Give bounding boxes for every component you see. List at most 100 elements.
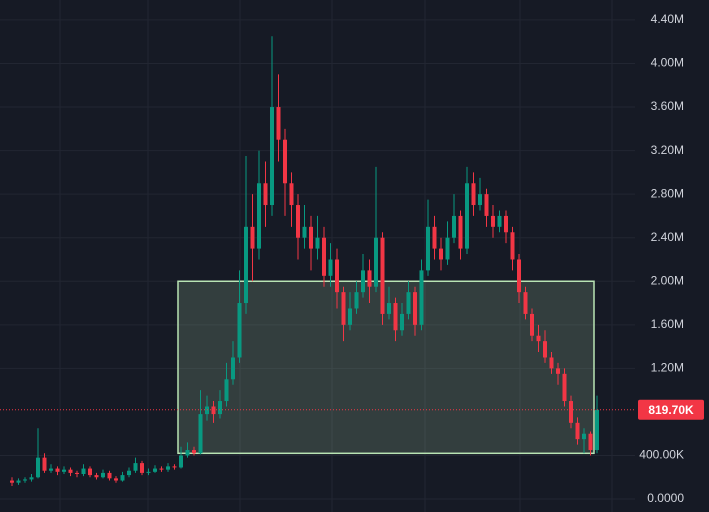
candle-body xyxy=(276,107,281,140)
candle-body xyxy=(458,215,463,249)
candle-body xyxy=(192,450,196,454)
y-tick-label: 0.0000 xyxy=(647,491,684,505)
candle-body xyxy=(439,248,443,260)
candle-body xyxy=(471,183,476,206)
candle-body xyxy=(536,335,541,342)
candle-body xyxy=(504,215,508,233)
candle-body xyxy=(387,303,391,314)
candle-body xyxy=(185,450,190,456)
candle-body xyxy=(172,466,177,468)
candle-body xyxy=(595,409,599,451)
candle-body xyxy=(562,373,567,402)
candle-body xyxy=(419,270,424,325)
candle-body xyxy=(426,226,430,271)
candle-body xyxy=(120,475,125,481)
candle-body xyxy=(133,463,138,471)
candle-body xyxy=(153,468,157,472)
candle-body xyxy=(309,226,313,249)
candle-body xyxy=(575,422,580,440)
y-tick-label: 2.80M xyxy=(651,186,684,200)
candle-body xyxy=(556,368,560,374)
candle-body xyxy=(302,226,307,238)
candle-body xyxy=(237,303,242,358)
candle-body xyxy=(465,183,469,249)
y-tick-label: 1.20M xyxy=(651,361,684,375)
candle-body xyxy=(101,472,105,478)
candle-body xyxy=(205,406,209,415)
candle-body xyxy=(354,292,359,309)
candle-body xyxy=(341,292,346,325)
candle-body xyxy=(166,466,170,470)
candle-body xyxy=(348,308,352,325)
candle-body xyxy=(49,468,53,471)
candle-body xyxy=(198,414,203,454)
candle-body xyxy=(29,477,34,480)
candle-body xyxy=(94,475,99,478)
candle-body xyxy=(10,480,14,483)
candle-body xyxy=(16,480,21,483)
y-tick-label: 1.60M xyxy=(651,317,684,331)
candle-body xyxy=(127,470,131,476)
candle-body xyxy=(406,292,411,314)
candle-body xyxy=(335,259,339,293)
candle-body xyxy=(107,472,112,479)
candle-body xyxy=(530,313,534,336)
candle-body xyxy=(81,468,86,474)
candle-body xyxy=(510,232,515,260)
candle-body xyxy=(315,237,320,249)
candle-body xyxy=(517,259,521,293)
vertical-grid xyxy=(59,0,613,512)
y-tick-label: 2.40M xyxy=(651,230,684,244)
candle-body xyxy=(393,303,398,331)
y-tick-label: 4.00M xyxy=(651,56,684,70)
candle-body xyxy=(497,215,502,227)
candle-body xyxy=(257,183,261,249)
candle-body xyxy=(211,406,216,415)
candle-body xyxy=(491,215,495,227)
candle-body xyxy=(159,468,164,470)
candle-body xyxy=(88,468,92,476)
candle-body xyxy=(146,471,151,473)
candle-body xyxy=(23,479,27,481)
candle-body xyxy=(543,341,547,358)
candle-body xyxy=(328,259,333,276)
candle-body xyxy=(569,401,573,423)
candle-body xyxy=(549,357,554,369)
candle-body xyxy=(283,139,287,184)
candle-body xyxy=(374,237,378,287)
candle-body xyxy=(322,237,326,276)
candle-body xyxy=(413,292,417,325)
candle-body xyxy=(179,455,183,468)
candle-body xyxy=(62,469,66,472)
candle-body xyxy=(400,313,404,331)
candle-body xyxy=(140,463,144,473)
candle-body xyxy=(42,457,47,471)
y-tick-label: 2.00M xyxy=(651,273,684,287)
candle-body xyxy=(361,270,365,293)
last-price-tag xyxy=(638,399,704,420)
candle-body xyxy=(218,401,222,415)
candle-body xyxy=(114,478,118,481)
candle-body xyxy=(484,194,489,216)
candle-body xyxy=(270,107,274,206)
candle-body xyxy=(224,379,229,402)
y-tick-label: 3.20M xyxy=(651,143,684,157)
candle-body xyxy=(263,183,268,206)
last-price-label: 819.70K xyxy=(648,403,694,417)
candle-body xyxy=(231,357,235,380)
candle-body xyxy=(68,469,73,473)
candle-body xyxy=(244,226,248,304)
candle-body xyxy=(478,194,482,206)
candle-body xyxy=(296,205,300,238)
candle-body xyxy=(452,215,456,238)
candle-body xyxy=(250,226,255,249)
y-tick-label: 3.60M xyxy=(651,99,684,113)
candle-body xyxy=(55,468,60,472)
candle-body xyxy=(36,457,40,478)
y-tick-label: 400.00K xyxy=(639,448,684,462)
candle-body xyxy=(289,183,294,206)
candle-body xyxy=(432,226,437,249)
candle-body xyxy=(523,292,528,314)
